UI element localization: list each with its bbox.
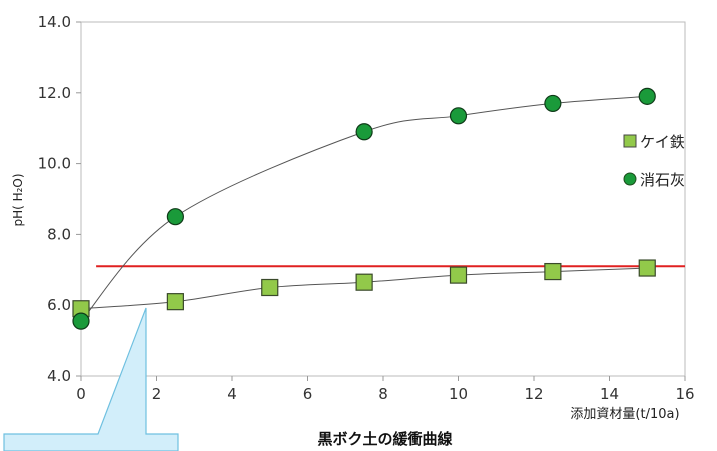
data-point-circle — [72, 312, 90, 330]
data-point-square — [355, 273, 373, 291]
x-tick-label: 8 — [378, 385, 388, 403]
data-point-circle — [355, 123, 373, 141]
chart-title: 黒ボク土の緩衝曲線 — [317, 430, 452, 448]
y-tick-label: 12.0 — [38, 84, 71, 102]
data-point-square — [638, 259, 656, 277]
legend-label-kei-tetsu: ケイ鉄 — [640, 133, 685, 151]
data-point-circle — [449, 107, 468, 125]
plot-area — [80, 21, 686, 377]
legend-swatch-shouseki — [623, 172, 637, 186]
callout-box — [3, 307, 179, 451]
y-tick-label: 14.0 — [38, 13, 71, 31]
x-tick-label: 12 — [524, 385, 543, 403]
x-tick-label: 4 — [227, 385, 237, 403]
data-point-circle — [638, 87, 656, 105]
x-tick-label: 10 — [449, 385, 468, 403]
y-tick-label: 6.0 — [47, 296, 71, 314]
data-point-square — [449, 266, 468, 284]
x-axis-label: 添加資材量(t/10a) — [570, 407, 679, 422]
data-markers — [72, 87, 656, 330]
y-axis-ticks: 4.0 6.0 8.0 10.0 12.0 14.0 — [38, 13, 81, 385]
x-tick-label: 16 — [675, 385, 694, 403]
data-point-circle — [544, 94, 562, 113]
x-tick-label: 6 — [303, 385, 313, 403]
data-point-circle — [166, 208, 184, 226]
x-tick-label: 14 — [600, 385, 619, 403]
data-point-square — [544, 262, 562, 281]
y-tick-label: 8.0 — [47, 225, 71, 243]
x-axis-ticks: 0 2 4 6 8 10 12 14 16 — [76, 376, 695, 403]
y-tick-label: 4.0 — [47, 367, 71, 385]
data-point-square — [261, 278, 279, 297]
legend-label-shouseki: 消石灰 — [640, 171, 685, 189]
y-tick-label: 10.0 — [38, 155, 71, 173]
data-point-square — [166, 293, 184, 311]
x-tick-label: 0 — [76, 385, 86, 403]
x-tick-label: 2 — [152, 385, 162, 403]
legend: ケイ鉄 消石灰 — [623, 133, 685, 189]
legend-swatch-kei-tetsu — [623, 134, 637, 148]
y-axis-label: pH( H₂O) — [11, 173, 25, 226]
